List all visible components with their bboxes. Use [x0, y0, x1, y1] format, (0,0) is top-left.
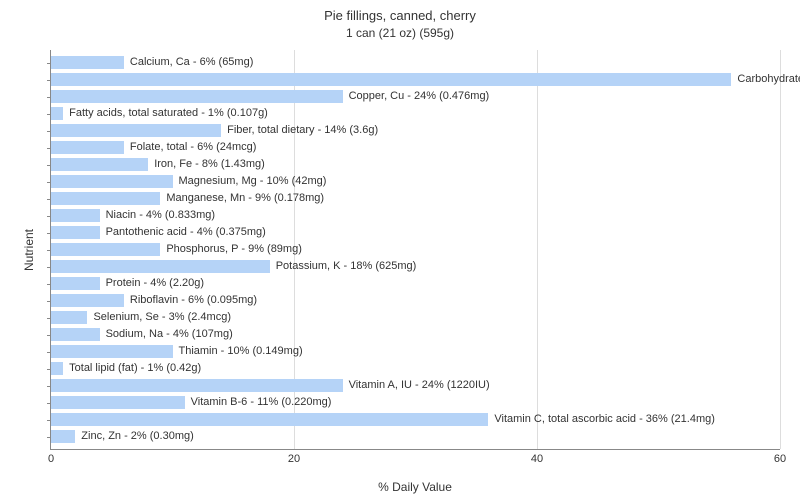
bar-label: Pantothenic acid - 4% (0.375mg)	[100, 226, 266, 239]
bar-label: Riboflavin - 6% (0.095mg)	[124, 294, 257, 307]
bar-label: Manganese, Mn - 9% (0.178mg)	[160, 192, 324, 205]
bar-label: Sodium, Na - 4% (107mg)	[100, 328, 233, 341]
bar-label: Protein - 4% (2.20g)	[100, 277, 204, 290]
bar	[51, 277, 100, 290]
bar	[51, 294, 124, 307]
bar-label: Zinc, Zn - 2% (0.30mg)	[75, 430, 193, 443]
chart-title: Pie fillings, canned, cherry	[0, 8, 800, 23]
bar	[51, 396, 185, 409]
bar	[51, 413, 488, 426]
bar-label: Iron, Fe - 8% (1.43mg)	[148, 158, 265, 171]
y-axis-label: Nutrient	[22, 229, 36, 271]
bar-label: Phosphorus, P - 9% (89mg)	[160, 243, 302, 256]
bar-label: Carbohydrates - 56% (166.60g)	[731, 73, 800, 86]
bar-label: Copper, Cu - 24% (0.476mg)	[343, 90, 490, 103]
bar	[51, 90, 343, 103]
bar-label: Total lipid (fat) - 1% (0.42g)	[63, 362, 201, 375]
nutrient-chart: Pie fillings, canned, cherry 1 can (21 o…	[0, 0, 800, 500]
gridline	[780, 50, 781, 449]
plot-area: 0204060Calcium, Ca - 6% (65mg)Carbohydra…	[50, 50, 780, 450]
bar	[51, 73, 731, 86]
bar	[51, 243, 160, 256]
chart-subtitle: 1 can (21 oz) (595g)	[0, 26, 800, 40]
bar-label: Thiamin - 10% (0.149mg)	[173, 345, 303, 358]
bar	[51, 328, 100, 341]
bar	[51, 260, 270, 273]
bar-label: Potassium, K - 18% (625mg)	[270, 260, 417, 273]
bar	[51, 379, 343, 392]
bar-label: Selenium, Se - 3% (2.4mcg)	[87, 311, 231, 324]
bar-label: Vitamin B-6 - 11% (0.220mg)	[185, 396, 332, 409]
bar	[51, 141, 124, 154]
x-tick-label: 20	[288, 453, 300, 465]
bar	[51, 311, 87, 324]
x-axis-label: % Daily Value	[50, 480, 780, 494]
bar-label: Fiber, total dietary - 14% (3.6g)	[221, 124, 378, 137]
gridline	[537, 50, 538, 449]
bar	[51, 192, 160, 205]
x-tick-label: 40	[531, 453, 543, 465]
bar-label: Vitamin C, total ascorbic acid - 36% (21…	[488, 413, 715, 426]
bar	[51, 430, 75, 443]
bar	[51, 56, 124, 69]
bar	[51, 362, 63, 375]
x-tick-label: 60	[774, 453, 786, 465]
bar	[51, 226, 100, 239]
bar-label: Vitamin A, IU - 24% (1220IU)	[343, 379, 490, 392]
x-tick-label: 0	[48, 453, 54, 465]
bar	[51, 209, 100, 222]
bar	[51, 107, 63, 120]
bar	[51, 124, 221, 137]
bar	[51, 158, 148, 171]
bar-label: Fatty acids, total saturated - 1% (0.107…	[63, 107, 268, 120]
bar-label: Magnesium, Mg - 10% (42mg)	[173, 175, 327, 188]
bar	[51, 175, 173, 188]
bar	[51, 345, 173, 358]
bar-label: Niacin - 4% (0.833mg)	[100, 209, 215, 222]
bar-label: Folate, total - 6% (24mcg)	[124, 141, 257, 154]
bar-label: Calcium, Ca - 6% (65mg)	[124, 56, 253, 69]
